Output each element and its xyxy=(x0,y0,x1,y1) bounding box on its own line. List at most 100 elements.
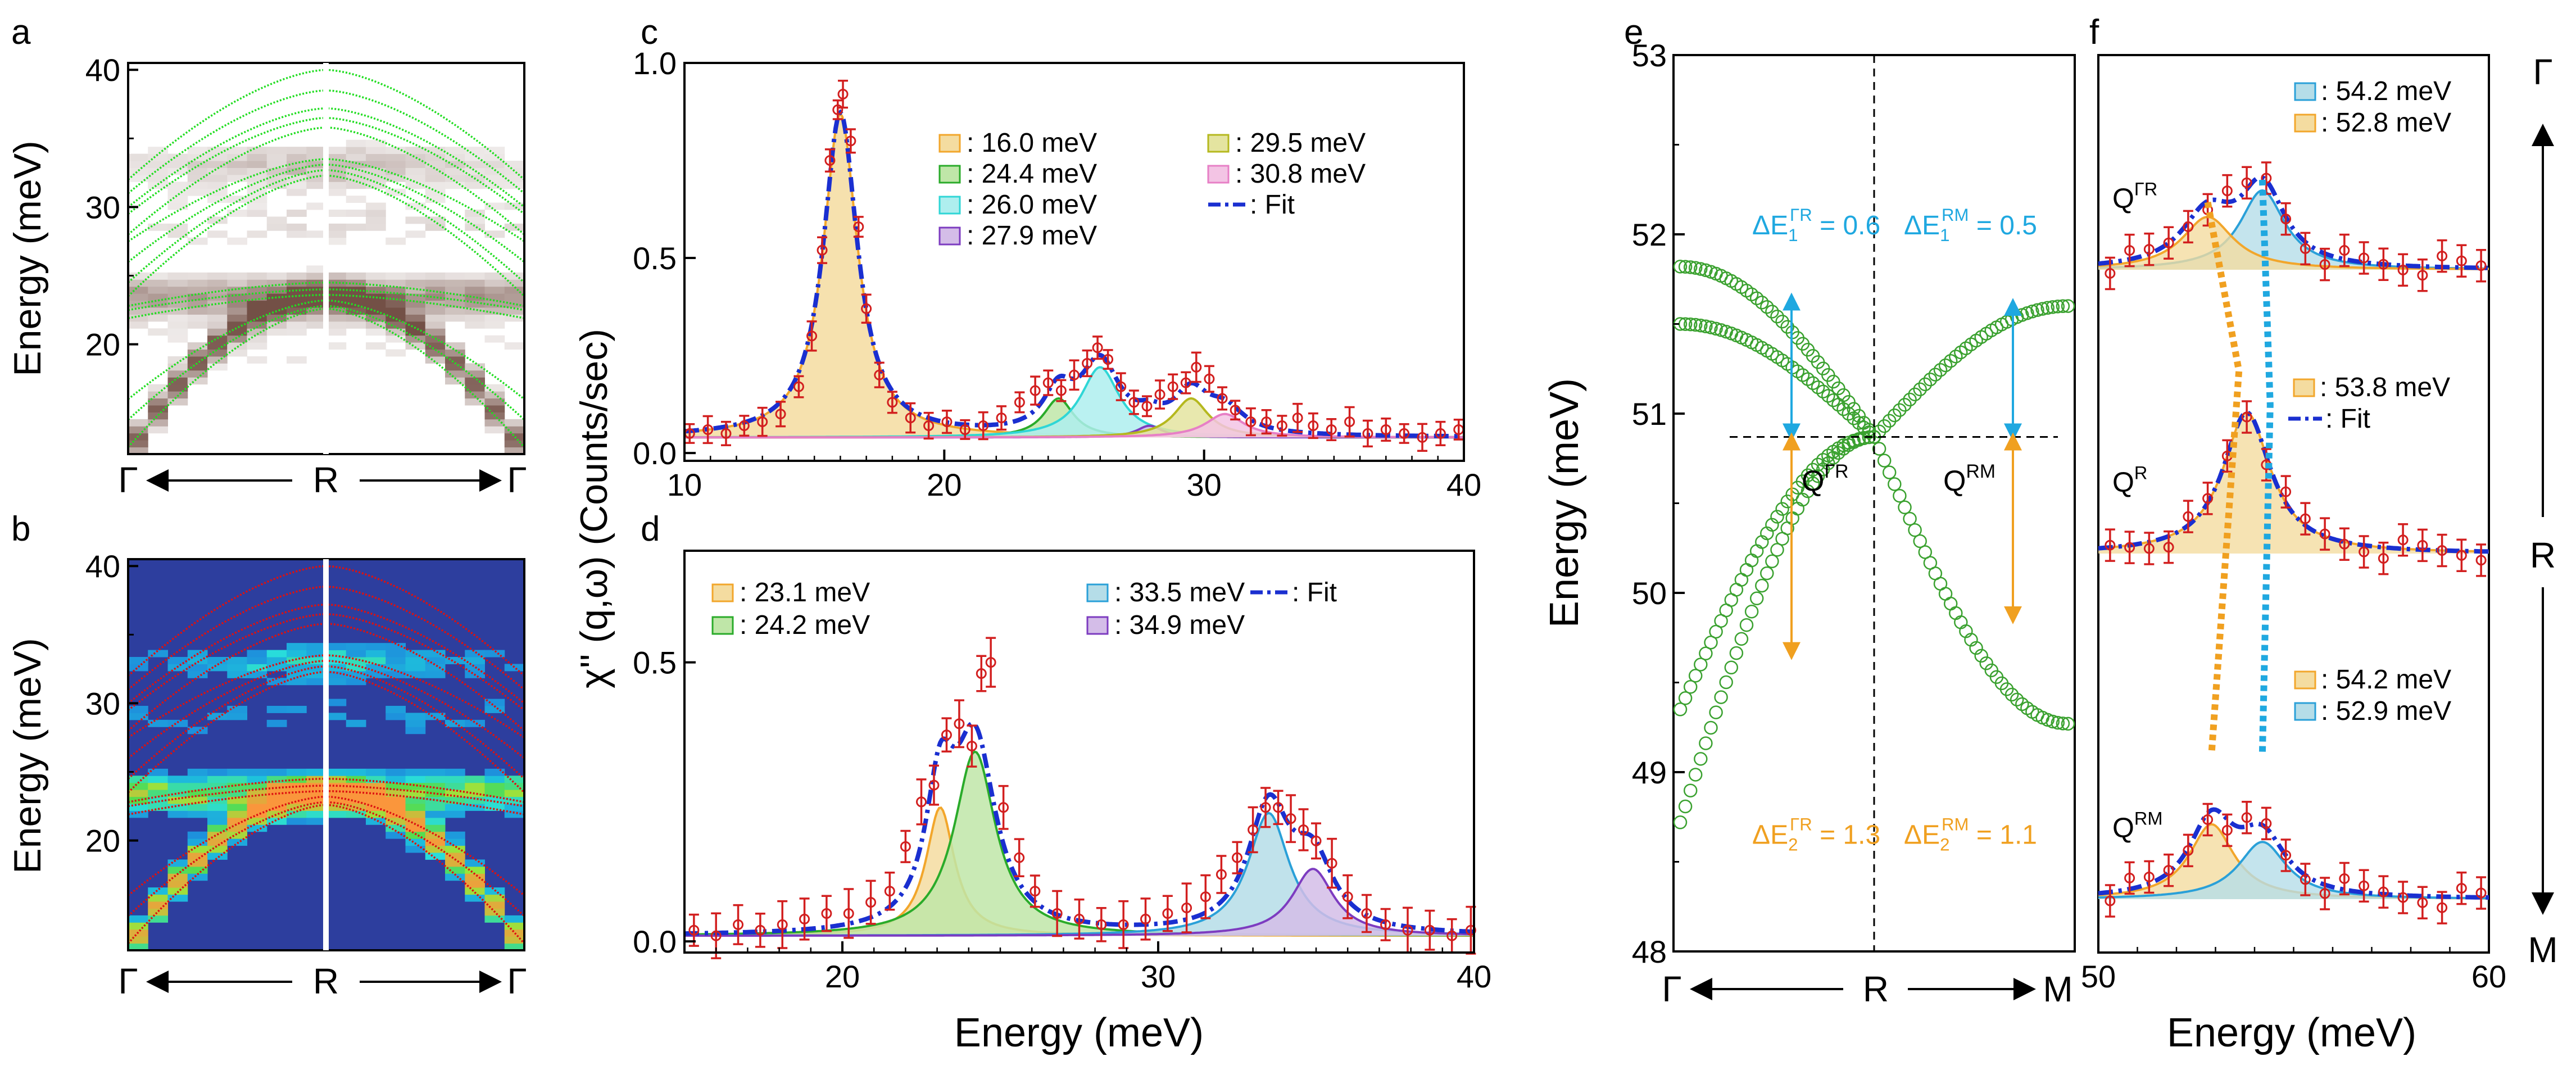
ytick-label: 0.0 xyxy=(633,924,677,959)
data-point xyxy=(1342,891,1353,903)
heatmap-cell xyxy=(227,782,247,790)
data-point xyxy=(824,155,836,166)
heatmap-cell xyxy=(366,216,386,224)
dispersion-point xyxy=(1908,387,1922,402)
legend-label: : 54.2 meV xyxy=(2321,665,2451,695)
dispersion-point xyxy=(1862,430,1876,445)
ytick-label: 0.5 xyxy=(633,241,677,276)
data-point xyxy=(2339,538,2350,550)
data-point xyxy=(710,930,722,941)
dispersion-point xyxy=(1882,414,1897,428)
heatmap-cell xyxy=(326,272,347,280)
heatmap-cell xyxy=(425,824,446,832)
dispersion-point xyxy=(1699,646,1713,661)
heatmap-cell xyxy=(187,782,208,790)
dispersion-band xyxy=(127,305,525,421)
data-point xyxy=(1069,369,1080,380)
heatmap-cell xyxy=(386,293,406,301)
data-point xyxy=(832,104,843,115)
heatmap-cell xyxy=(326,147,347,155)
data-point xyxy=(996,412,1007,424)
dispersion-point xyxy=(1673,702,1688,717)
heatmap-cell xyxy=(306,817,326,825)
heatmap-cell xyxy=(227,838,247,846)
data-point xyxy=(1096,919,1107,930)
data-point xyxy=(1361,908,1372,919)
heatmap-cell xyxy=(227,300,247,308)
ytick-label: 51 xyxy=(1632,396,1667,432)
dispersion-point xyxy=(1872,442,1886,456)
heatmap-cell xyxy=(167,810,188,818)
heatmap-cell xyxy=(148,147,168,155)
panel-e-ylabel: Energy (meV) xyxy=(1542,378,1587,628)
heatmap-cell xyxy=(326,223,347,231)
dispersion-point xyxy=(1755,296,1769,310)
heatmap-cell xyxy=(128,915,148,923)
dispersion-point xyxy=(1749,591,1764,606)
heatmap-cell xyxy=(425,342,446,350)
data-point xyxy=(817,244,828,256)
data-point xyxy=(1362,428,1373,439)
heatmap-cell xyxy=(207,804,228,811)
dispersion-point xyxy=(1770,543,1784,557)
heatmap-cell xyxy=(504,776,525,783)
data-point xyxy=(861,303,872,314)
data-point xyxy=(1014,397,1025,408)
data-point xyxy=(2124,872,2135,883)
dispersion-point xyxy=(2040,301,2055,315)
heatmap-cell xyxy=(227,272,247,280)
heatmap-cell xyxy=(207,657,228,664)
heatmap-cell xyxy=(287,300,307,308)
heatmap-cell xyxy=(504,922,525,930)
ytick-label: 48 xyxy=(1632,934,1667,969)
heatmap-cell xyxy=(386,272,406,280)
heatmap-cell xyxy=(504,440,525,448)
data-point xyxy=(2475,555,2487,566)
heatmap-cell xyxy=(266,719,287,727)
heatmap-cell xyxy=(247,817,267,825)
heatmap-cell xyxy=(445,307,465,315)
heatmap-cell xyxy=(445,272,465,280)
heatmap-cell xyxy=(346,782,366,790)
heatmap-cell xyxy=(167,859,188,867)
heatmap-cell xyxy=(326,293,347,301)
data-point xyxy=(2143,871,2155,882)
peak-fill xyxy=(684,813,1474,936)
heatmap-cell xyxy=(405,167,426,175)
heatmap-cell xyxy=(504,936,525,944)
heatmap-cell xyxy=(167,202,188,210)
heatmap-cell xyxy=(247,664,267,672)
heatmap-cell xyxy=(148,328,168,336)
heatmap-cell xyxy=(465,796,485,804)
heatmap-cell xyxy=(148,782,168,790)
dispersion-point xyxy=(1749,544,1764,558)
heatmap-cell xyxy=(227,776,247,783)
data-point xyxy=(1276,420,1287,432)
heatmap-cell xyxy=(326,153,347,161)
data-point xyxy=(1118,919,1129,930)
heatmap-cell xyxy=(187,321,208,329)
heatmap-cell xyxy=(306,643,326,651)
heatmap-cell xyxy=(386,706,406,713)
heatmap-cell xyxy=(167,188,188,196)
xtick-label: 10 xyxy=(667,467,702,502)
dispersion-point xyxy=(2046,300,2060,314)
heatmap-cell xyxy=(405,300,426,308)
heatmap-cell xyxy=(148,412,168,420)
heatmap-cell xyxy=(405,293,426,301)
heatmap-cell xyxy=(148,776,168,783)
data-point xyxy=(928,779,940,791)
heatmap-cell xyxy=(346,153,366,161)
panel-d-xlabel: Energy (meV) xyxy=(954,1010,1204,1055)
heatmap-cell xyxy=(187,314,208,322)
heatmap-cell xyxy=(465,790,485,797)
dispersion-band xyxy=(127,169,525,284)
panel-f-right-mid: R xyxy=(2530,535,2556,575)
data-point xyxy=(976,668,987,679)
data-point xyxy=(1074,913,1085,924)
heatmap-cell xyxy=(405,230,426,238)
heatmap-cell xyxy=(266,216,287,224)
heatmap-cell xyxy=(187,307,208,315)
data-point xyxy=(1030,886,1041,897)
data-point xyxy=(853,221,864,233)
